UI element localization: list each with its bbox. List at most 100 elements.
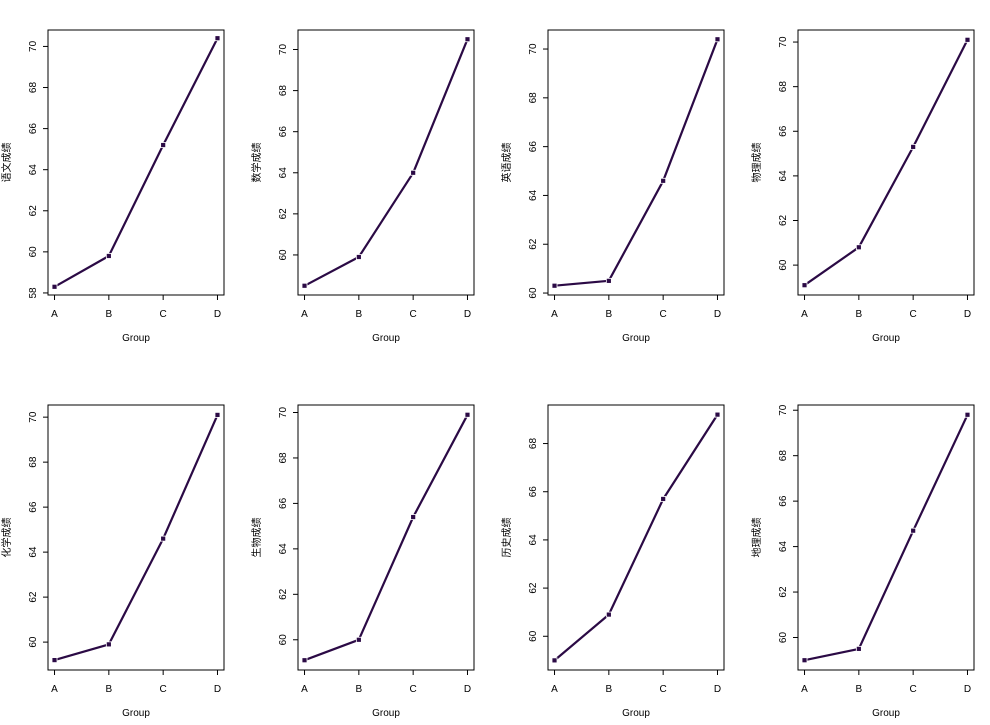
series-line bbox=[54, 414, 219, 662]
data-point bbox=[714, 36, 721, 43]
data-point bbox=[855, 244, 862, 251]
y-tick-label: 62 bbox=[278, 588, 289, 600]
y-tick-label: 66 bbox=[528, 141, 539, 153]
series-line bbox=[804, 414, 969, 662]
plot-frame bbox=[47, 29, 225, 296]
y-tick-label: 68 bbox=[528, 438, 539, 450]
plot-frame bbox=[297, 29, 475, 296]
x-tick-label: C bbox=[660, 309, 667, 320]
x-tick-label: D bbox=[214, 684, 221, 695]
panel-6: A B C D 60 62 64 66 68 70 Group 生物成绩 bbox=[250, 404, 475, 719]
y-tick-label: 70 bbox=[528, 43, 539, 55]
x-tick-label: C bbox=[410, 309, 417, 320]
data-point bbox=[214, 35, 221, 42]
panel-2: A B C D 60 62 64 66 68 70 Group 数学成绩 bbox=[250, 29, 475, 344]
y-tick-label: 66 bbox=[28, 501, 39, 513]
y-tick-label: 68 bbox=[278, 452, 289, 464]
y-tick-label: 68 bbox=[778, 81, 789, 93]
y-axis-title: 历史成绩 bbox=[500, 518, 513, 558]
plot-frame bbox=[47, 404, 225, 671]
y-tick-label: 68 bbox=[28, 456, 39, 468]
x-axis-title: Group bbox=[372, 708, 400, 719]
panel-7: A B C D 60 62 64 66 68 Group 历史成绩 bbox=[500, 404, 725, 719]
y-tick-label: 60 bbox=[28, 246, 39, 258]
data-point bbox=[410, 169, 417, 176]
data-point bbox=[464, 411, 471, 418]
y-axis-title: 化学成绩 bbox=[0, 518, 13, 558]
data-point bbox=[964, 411, 971, 418]
y-tick-label: 58 bbox=[28, 287, 39, 299]
y-tick-label: 64 bbox=[278, 167, 289, 179]
panel-4: A B C D 60 62 64 66 68 70 Group 物理成绩 bbox=[750, 29, 975, 344]
y-tick-label: 68 bbox=[278, 85, 289, 97]
series-line bbox=[53, 37, 219, 288]
y-tick-label: 70 bbox=[28, 40, 39, 52]
x-tick-label: D bbox=[214, 309, 221, 320]
y-tick-label: 68 bbox=[528, 92, 539, 104]
x-tick-label: D bbox=[464, 684, 471, 695]
x-axis-title: Group bbox=[872, 333, 900, 344]
x-tick-label: D bbox=[714, 684, 721, 695]
x-tick-label: B bbox=[106, 684, 113, 695]
data-point bbox=[214, 411, 221, 418]
panel-3: A B C D 60 62 64 66 68 70 Group 英语成绩 bbox=[500, 29, 725, 344]
plot-frame bbox=[797, 404, 975, 671]
x-tick-label: C bbox=[910, 684, 917, 695]
y-tick-label: 60 bbox=[278, 249, 289, 261]
data-point bbox=[910, 143, 917, 150]
x-axis-title: Group bbox=[122, 333, 150, 344]
data-point bbox=[660, 177, 667, 184]
data-point bbox=[301, 657, 308, 664]
x-tick-label: B bbox=[856, 684, 863, 695]
x-tick-label: A bbox=[301, 309, 308, 320]
x-tick-label: A bbox=[51, 309, 58, 320]
data-point bbox=[964, 36, 971, 43]
x-tick-label: B bbox=[356, 684, 363, 695]
y-axis-title: 数学成绩 bbox=[250, 143, 263, 183]
y-tick-label: 66 bbox=[278, 497, 289, 509]
x-axis-title: Group bbox=[122, 708, 150, 719]
y-tick-label: 68 bbox=[778, 450, 789, 462]
y-tick-label: 70 bbox=[278, 407, 289, 419]
x-axis-title: Group bbox=[372, 333, 400, 344]
data-point bbox=[51, 283, 58, 290]
data-point bbox=[301, 282, 308, 289]
y-tick-label: 66 bbox=[778, 125, 789, 137]
y-tick-label: 62 bbox=[28, 591, 39, 603]
data-point bbox=[160, 535, 167, 542]
y-tick-label: 70 bbox=[778, 36, 789, 48]
y-tick-label: 64 bbox=[278, 543, 289, 555]
x-tick-label: A bbox=[801, 309, 808, 320]
y-tick-label: 64 bbox=[528, 189, 539, 201]
x-tick-label: B bbox=[356, 309, 363, 320]
x-tick-label: A bbox=[801, 684, 808, 695]
data-point bbox=[355, 254, 362, 260]
data-point bbox=[464, 36, 471, 43]
y-tick-label: 62 bbox=[28, 205, 39, 217]
x-tick-label: C bbox=[160, 309, 167, 320]
series-line bbox=[553, 414, 719, 662]
plot-frame bbox=[297, 404, 475, 671]
data-point bbox=[605, 611, 612, 618]
series-line bbox=[554, 38, 719, 287]
y-tick-label: 70 bbox=[28, 411, 39, 423]
series-line bbox=[304, 414, 469, 662]
y-axis-title: 英语成绩 bbox=[500, 143, 513, 183]
data-point bbox=[355, 636, 362, 643]
y-tick-label: 64 bbox=[528, 534, 539, 546]
y-tick-label: 66 bbox=[528, 486, 539, 498]
plot-frame bbox=[547, 404, 725, 671]
data-point bbox=[551, 657, 558, 664]
data-point bbox=[714, 411, 721, 418]
y-tick-label: 66 bbox=[28, 123, 39, 135]
data-point bbox=[551, 282, 558, 289]
plot-frame bbox=[547, 29, 725, 296]
data-point bbox=[105, 641, 112, 648]
data-point bbox=[855, 645, 862, 652]
x-tick-label: D bbox=[464, 309, 471, 320]
x-tick-label: D bbox=[964, 684, 971, 695]
y-tick-label: 68 bbox=[28, 82, 39, 94]
x-tick-label: C bbox=[160, 684, 167, 695]
x-tick-label: A bbox=[301, 684, 308, 695]
